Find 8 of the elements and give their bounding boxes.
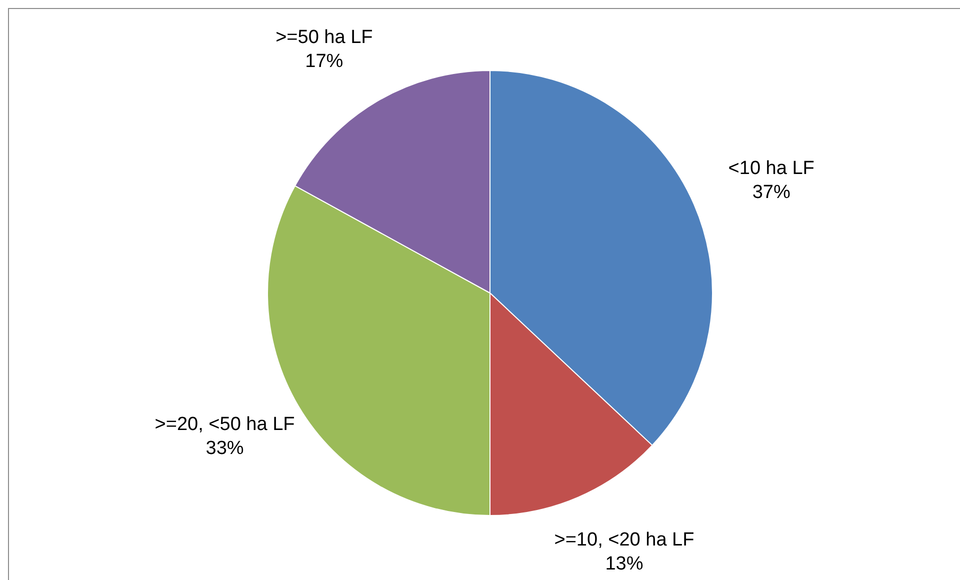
slice-label: <10 ha LF [728,158,814,180]
data-label: 33% [206,438,244,460]
data-label: 13% [605,554,644,575]
slice-label: >=50 ha LF [276,27,373,48]
slice-label: >=10, <20 ha LF [554,530,694,551]
data-label: 17% [305,51,344,72]
slice-label: >=20, <50 ha LF [154,414,295,436]
data-label: 37% [752,182,790,204]
